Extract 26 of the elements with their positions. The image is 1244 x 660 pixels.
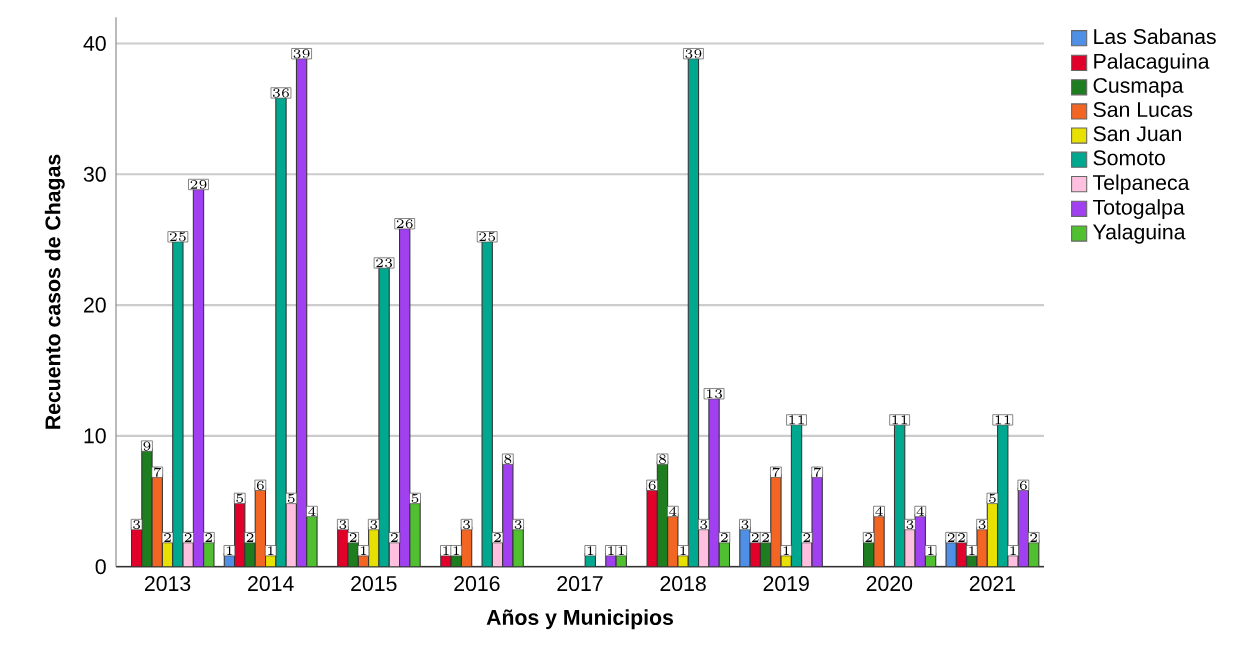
y-tick-label: 20: [84, 297, 106, 313]
bar: [811, 474, 823, 567]
legend-label: Palacaguina: [1094, 53, 1210, 74]
x-axis-title: Años y Municipios: [486, 609, 674, 630]
x-tick-label: 2015: [351, 576, 397, 592]
y-tick-label: 0: [95, 559, 106, 575]
x-tick-label: 2018: [660, 576, 706, 592]
x-tick-label: 2016: [454, 576, 500, 592]
x-tick-label: 2017: [557, 576, 603, 592]
legend-label: Somoto: [1093, 150, 1165, 166]
legend-label: San Lucas: [1093, 102, 1193, 118]
x-tick-label: 2020: [866, 576, 913, 592]
legend-label: San Juan: [1093, 126, 1181, 142]
x-tick-label: 2013: [145, 576, 191, 592]
y-tick-label: 30: [83, 166, 106, 182]
legend-label: Yalaguina: [1093, 223, 1186, 244]
x-tick-label: 2019: [763, 576, 809, 592]
legend-label: Las Sabanas: [1094, 28, 1216, 45]
x-tick-label: 2021: [969, 576, 1016, 592]
legend-label: Totogalpa: [1093, 199, 1185, 219]
y-axis-title: Recuento casos de Chagas: [44, 154, 65, 429]
y-tick-label: 10: [84, 428, 106, 444]
y-tick-label: 40: [83, 35, 106, 52]
legend-label: Telpaneca: [1093, 174, 1190, 195]
x-tick-label: 2014: [248, 576, 294, 592]
legend-label: Cusmapa: [1093, 77, 1184, 98]
